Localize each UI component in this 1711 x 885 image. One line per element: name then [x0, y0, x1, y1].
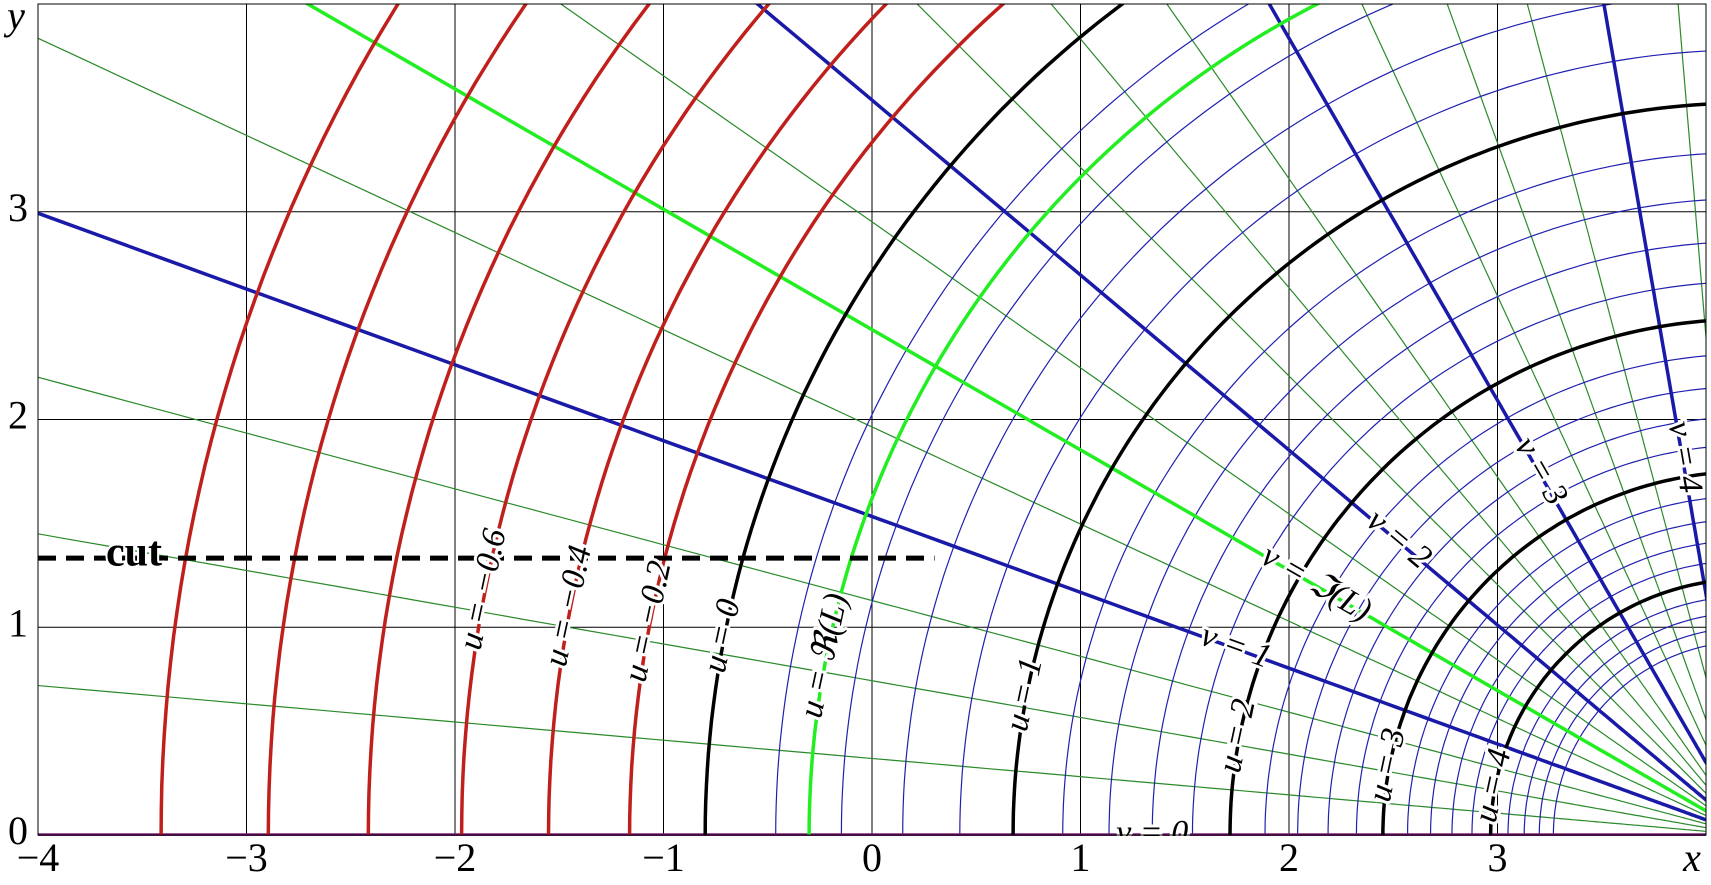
- x-axis-label: x: [1682, 835, 1701, 880]
- curves: [38, 4, 1706, 836]
- x-tick-label: 0: [862, 835, 882, 880]
- axes: −4 −3 −2 −1 0 1 2 3 0 1 2 3: [8, 3, 1707, 880]
- y-tick-label: 3: [8, 185, 28, 230]
- y-tick-label: 1: [8, 600, 28, 645]
- contour-label: u = 0: [696, 596, 748, 676]
- contour-label: u = 2: [1211, 696, 1263, 776]
- u-contour: [459, 4, 771, 836]
- contour-label: u = −0.4: [537, 542, 599, 669]
- x-tick-label: −3: [225, 835, 268, 880]
- y-tick-label: 2: [8, 393, 28, 438]
- x-tick-label: 2: [1279, 835, 1299, 880]
- plot-frame: [37, 3, 1707, 836]
- u-contour: [1381, 472, 1706, 835]
- mesh-v-line: [1361, 4, 1706, 747]
- mesh-u-line: [840, 4, 1395, 836]
- u-contour: [703, 4, 1126, 836]
- contour-label: u = 1: [998, 654, 1050, 734]
- v-contour: [754, 4, 1706, 803]
- mesh-v-line: [1050, 4, 1706, 787]
- x-tick-label: −1: [642, 835, 685, 880]
- u-contour: [627, 4, 1006, 836]
- cut-label: cut: [106, 530, 162, 576]
- mesh-u-line: [547, 4, 887, 836]
- contour-label: v = 4: [1661, 418, 1710, 495]
- u-contour: [1228, 319, 1706, 836]
- u-contour: [266, 4, 528, 836]
- mesh-v-line: [38, 684, 1706, 832]
- x-tick-label: −4: [17, 835, 60, 880]
- u-contour: [807, 4, 1322, 836]
- labels: v = 0v = 1v = ℑ(L)v = 2v = 3v = 4v = 5v …: [104, 415, 1710, 851]
- mesh-v-line: [1603, 4, 1706, 598]
- u-contour: [546, 4, 889, 836]
- v-contour: [1267, 4, 1706, 767]
- v-contour: [38, 211, 1706, 822]
- contour-label: u = −0.2: [617, 558, 679, 685]
- mesh-u-line: [267, 4, 527, 836]
- u-contour: [159, 4, 401, 836]
- mesh-u-line: [160, 4, 399, 836]
- y-tick-label: 0: [8, 808, 28, 853]
- mesh-v-line: [1268, 4, 1706, 764]
- x-tick-label: 1: [1071, 835, 1091, 880]
- v-contour: [1602, 4, 1706, 605]
- contour-label: u = 4: [1467, 745, 1519, 825]
- contour-label: u = −0.6: [452, 525, 514, 652]
- mesh-v-line: [38, 376, 1706, 825]
- mesh-v-line: [38, 212, 1706, 821]
- x-tick-label: 3: [1488, 835, 1508, 880]
- mesh-v-line: [756, 4, 1706, 801]
- y-axis-label: y: [3, 0, 25, 38]
- contour-label: v = 1: [1196, 616, 1276, 675]
- mesh-v-line: [916, 4, 1706, 795]
- u-contour: [1011, 102, 1706, 836]
- u-contour: [366, 4, 652, 836]
- mesh-v-line: [1166, 4, 1706, 777]
- x-tick-label: −2: [434, 835, 477, 880]
- u-contour: [1488, 580, 1706, 836]
- contour-label: v = 0: [1116, 814, 1188, 851]
